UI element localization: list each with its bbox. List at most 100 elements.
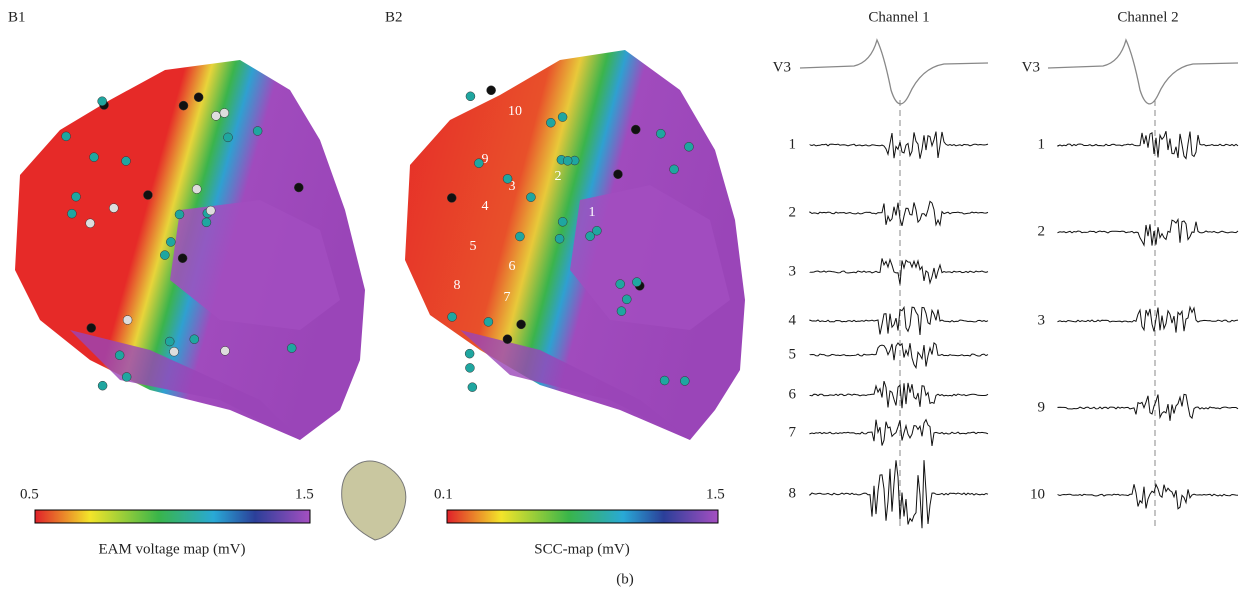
lead-label: 9 <box>1038 399 1046 415</box>
electrode <box>252 126 263 136</box>
electrode <box>178 100 189 111</box>
electrode <box>121 156 131 166</box>
electrode <box>616 306 627 316</box>
electrode <box>447 312 457 322</box>
electrode <box>465 91 476 102</box>
lead-label: 3 <box>1038 312 1046 328</box>
electrode <box>85 218 95 229</box>
electrode <box>286 343 297 353</box>
electrode <box>656 128 666 139</box>
electrode <box>680 376 690 386</box>
lead-trace <box>809 341 989 370</box>
electrode <box>121 372 132 382</box>
lead-trace <box>1057 217 1239 247</box>
colorbar-min: 0.1 <box>434 486 453 502</box>
electrode <box>169 346 179 357</box>
electrode <box>89 152 99 162</box>
electrode <box>585 231 595 241</box>
reference-label: V3 <box>773 59 791 75</box>
lead-label: 8 <box>789 485 797 501</box>
electrode <box>474 158 484 168</box>
electrode <box>502 174 513 184</box>
electrode <box>166 237 176 247</box>
map-point-label: 6 <box>509 259 516 274</box>
electrode <box>71 191 81 202</box>
lead-label: 5 <box>789 346 797 362</box>
electrode <box>201 217 212 228</box>
electrode <box>613 169 623 179</box>
lead-trace <box>809 305 989 336</box>
electrode <box>219 108 230 118</box>
electrode <box>502 334 513 344</box>
electrode <box>557 217 568 227</box>
channel-title: Channel 2 <box>1117 9 1178 25</box>
traces: Channel 1 V3 1 2 3 4 5 6 7 8 Channel 2 V3 1 2 3 9 10 <box>773 9 1239 530</box>
lead-label: 1 <box>1038 136 1046 152</box>
map-point-label: 10 <box>508 104 522 119</box>
electrode <box>483 317 494 327</box>
map-point-label: 1 <box>589 205 596 220</box>
electrode <box>61 131 71 142</box>
panel-label: B1 <box>8 9 26 25</box>
lead-label: 2 <box>1038 223 1046 239</box>
colorbar-min: 0.5 <box>20 486 39 502</box>
electrode <box>515 231 525 242</box>
electrode <box>189 334 200 344</box>
electrode <box>631 124 641 135</box>
lead-label: 6 <box>789 386 797 402</box>
lead-trace <box>1057 393 1239 421</box>
electrode <box>622 294 632 305</box>
reference-trace <box>799 38 989 105</box>
electrode <box>632 277 642 287</box>
lead-trace <box>809 257 989 285</box>
electrode <box>546 117 556 128</box>
electrode <box>114 350 125 360</box>
lead-trace <box>809 380 989 409</box>
lead-label: 2 <box>789 204 797 220</box>
lead-label: 10 <box>1030 486 1045 502</box>
lead-trace <box>809 418 989 446</box>
electrode <box>143 190 153 200</box>
colorbar-max: 1.5 <box>295 486 314 502</box>
electrode <box>526 192 536 202</box>
electrode <box>467 382 478 392</box>
electrode <box>205 205 216 216</box>
electrode <box>669 164 679 175</box>
electrode <box>486 85 496 96</box>
electrode <box>97 96 107 106</box>
eam-map <box>15 60 365 440</box>
electrode <box>516 319 526 330</box>
reference-trace <box>1047 38 1239 105</box>
electrode <box>86 323 97 333</box>
electrode <box>174 209 185 220</box>
map-point-label: 9 <box>482 152 489 167</box>
electrode <box>554 233 565 244</box>
electrode <box>220 346 230 356</box>
lead-trace <box>1057 131 1239 160</box>
electrode <box>464 348 475 359</box>
panel-label: B2 <box>385 9 403 25</box>
colorbar <box>34 509 311 524</box>
electrode <box>447 193 457 203</box>
map-point-label: 5 <box>470 239 477 254</box>
lead-label: 3 <box>789 263 797 279</box>
electrode <box>684 141 694 152</box>
electrode <box>164 336 175 347</box>
lead-trace <box>1057 305 1239 333</box>
map-point-label: 7 <box>504 290 511 305</box>
electrode <box>294 182 304 193</box>
electrode <box>109 203 119 213</box>
lead-trace <box>1057 482 1239 510</box>
electrode <box>223 132 233 143</box>
map-point-label: 3 <box>509 179 516 194</box>
lead-trace <box>809 200 989 227</box>
electrode <box>562 156 573 166</box>
electrode <box>160 250 170 260</box>
lead-trace <box>809 460 989 529</box>
map-point-label: 8 <box>454 278 461 293</box>
electrode <box>177 253 188 263</box>
lead-label: 4 <box>789 312 797 328</box>
colorbar-title: SCC-map (mV) <box>534 541 629 557</box>
colorbar-max: 1.5 <box>706 486 725 502</box>
